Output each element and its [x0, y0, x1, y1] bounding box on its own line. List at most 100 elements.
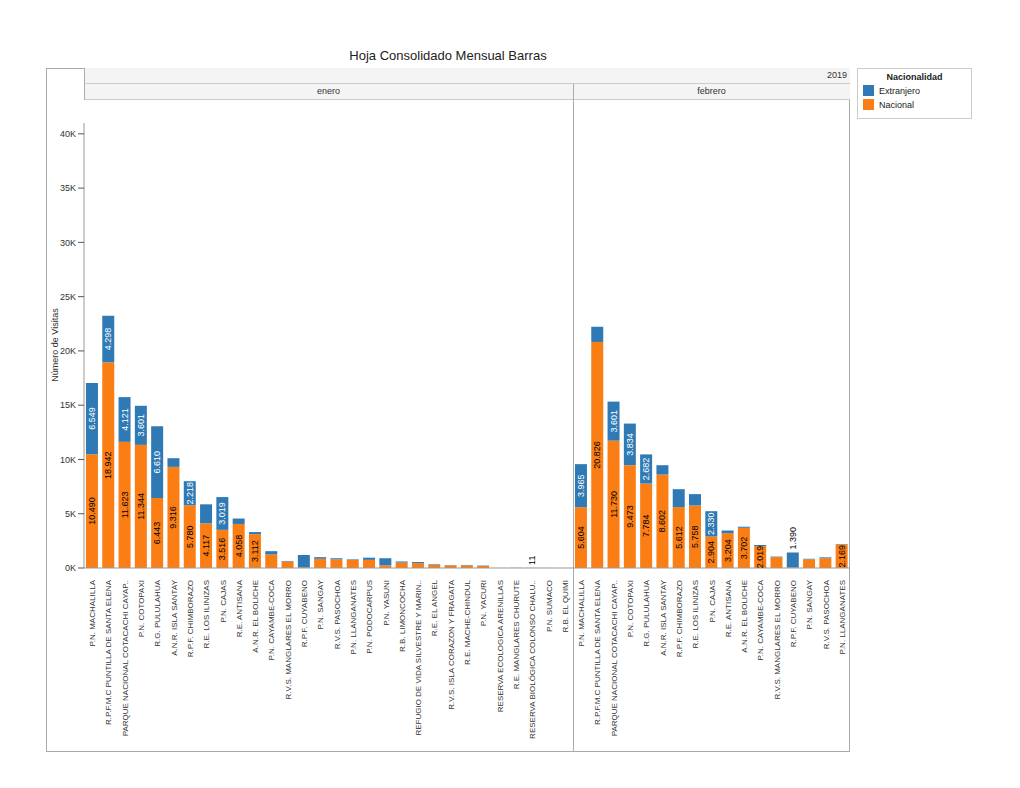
- svg-text:R.E. LOS ILINIZAS: R.E. LOS ILINIZAS: [202, 580, 211, 648]
- svg-text:4.121: 4.121: [120, 408, 130, 431]
- svg-text:R.P.F.M.C PUNTILLA DE SANTA EL: R.P.F.M.C PUNTILLA DE SANTA ELENA: [104, 579, 113, 725]
- svg-text:P.N. MACHALILLA: P.N. MACHALILLA: [88, 579, 97, 646]
- svg-text:P.N. SANGAY: P.N. SANGAY: [316, 579, 325, 629]
- svg-text:A.N.R. ISLA SANTAY: A.N.R. ISLA SANTAY: [659, 579, 668, 655]
- html-text:enero: enero: [317, 86, 340, 96]
- svg-text:P.N. MACHALILLA: P.N. MACHALILLA: [577, 579, 586, 646]
- svg-text:A.N.R. EL BOLICHE: A.N.R. EL BOLICHE: [251, 580, 260, 653]
- svg-text:P.N. CAYAMBE-COCA: P.N. CAYAMBE-COCA: [756, 579, 765, 660]
- svg-text:2.169: 2.169: [837, 545, 847, 568]
- svg-text:RESERVA BIOLÓGICA COLONSO CHAL: RESERVA BIOLÓGICA COLONSO CHALU..: [528, 580, 537, 739]
- svg-text:P.N. COTOPAXI: P.N. COTOPAXI: [626, 580, 635, 637]
- html-text:Nacional: Nacional: [879, 99, 914, 110]
- svg-text:R.E. EL ANGEL: R.E. EL ANGEL: [430, 579, 439, 636]
- svg-text:2.904: 2.904: [706, 541, 716, 564]
- svg-text:REFUGIO DE VIDA SILVESTRE Y MA: REFUGIO DE VIDA SILVESTRE Y MARIN..: [414, 580, 423, 736]
- svg-text:11.344: 11.344: [136, 493, 146, 520]
- svg-text:R.G. PULULAHUA: R.G. PULULAHUA: [153, 579, 162, 646]
- svg-text:2.330: 2.330: [706, 513, 716, 536]
- svg-text:6.610: 6.610: [152, 451, 162, 474]
- svg-text:R.E. ANTISANA: R.E. ANTISANA: [724, 579, 733, 637]
- svg-text:20.826: 20.826: [592, 441, 602, 469]
- svg-text:6.443: 6.443: [152, 522, 162, 545]
- svg-text:5.780: 5.780: [185, 525, 195, 548]
- svg-text:P.N. YASUNI: P.N. YASUNI: [382, 580, 391, 626]
- svg-text:4.117: 4.117: [201, 535, 211, 557]
- svg-text:4.298: 4.298: [103, 328, 113, 351]
- svg-text:3.601: 3.601: [609, 410, 619, 433]
- svg-text:3.516: 3.516: [217, 538, 227, 561]
- svg-text:10.490: 10.490: [87, 497, 97, 525]
- html-text:2019: 2019: [827, 70, 847, 80]
- svg-text:0K: 0K: [65, 563, 76, 573]
- svg-text:35K: 35K: [60, 183, 76, 193]
- svg-text:6.549: 6.549: [87, 407, 97, 430]
- svg-text:5K: 5K: [65, 509, 76, 519]
- svg-text:P.N. COTOPAXI: P.N. COTOPAXI: [137, 580, 146, 637]
- svg-text:3.204: 3.204: [723, 539, 733, 562]
- svg-text:R.P.F. CHIMBORAZO: R.P.F. CHIMBORAZO: [186, 580, 195, 657]
- svg-text:R.V.S. MANGLARES EL MORRO: R.V.S. MANGLARES EL MORRO: [773, 580, 782, 699]
- svg-text:R.V.S. PASOCHOA: R.V.S. PASOCHOA: [822, 579, 831, 649]
- svg-text:R.E. MANGLARES CHURUTE: R.E. MANGLARES CHURUTE: [512, 580, 521, 689]
- svg-text:A.N.R. ISLA SANTAY: A.N.R. ISLA SANTAY: [170, 579, 179, 655]
- svg-text:2.019: 2.019: [755, 546, 765, 569]
- svg-text:7.784: 7.784: [641, 514, 651, 537]
- svg-text:25K: 25K: [60, 292, 76, 302]
- svg-text:5.612: 5.612: [674, 526, 684, 549]
- svg-text:P.N. PODOCARPUS: P.N. PODOCARPUS: [365, 580, 374, 654]
- svg-text:1.390: 1.390: [788, 527, 798, 550]
- svg-text:9.473: 9.473: [625, 505, 635, 528]
- svg-text:R.P.F. CUYABENO: R.P.F. CUYABENO: [789, 580, 798, 647]
- svg-text:P.N. CAJAS: P.N. CAJAS: [708, 580, 717, 623]
- svg-text:R.G. PULULAHUA: R.G. PULULAHUA: [642, 579, 651, 646]
- svg-text:P.N. SANGAY: P.N. SANGAY: [805, 579, 814, 629]
- svg-text:2.218: 2.218: [185, 482, 195, 505]
- svg-text:5.758: 5.758: [690, 525, 700, 548]
- svg-text:30K: 30K: [60, 238, 76, 248]
- svg-text:PARQUE NACIONAL COTACACHI CAYA: PARQUE NACIONAL COTACACHI CAYAP..: [121, 580, 130, 736]
- svg-text:3.834: 3.834: [625, 433, 635, 456]
- svg-text:11.623: 11.623: [120, 491, 130, 518]
- svg-text:P.N. CAJAS: P.N. CAJAS: [219, 580, 228, 623]
- svg-text:Número de Visitas: Número de Visitas: [50, 308, 60, 382]
- html-text:Hoja Consolidado Mensual Barra: Hoja Consolidado Mensual Barras: [349, 48, 547, 63]
- svg-text:3.019: 3.019: [217, 502, 227, 525]
- svg-text:P.N. CAYAMBE-COCA: P.N. CAYAMBE-COCA: [267, 579, 276, 660]
- svg-text:PARQUE NACIONAL COTACACHI CAYA: PARQUE NACIONAL COTACACHI CAYAP..: [610, 580, 619, 736]
- svg-text:R.E. LOS ILINIZAS: R.E. LOS ILINIZAS: [691, 580, 700, 648]
- svg-text:3.965: 3.965: [576, 474, 586, 497]
- svg-text:11.730: 11.730: [609, 491, 619, 518]
- svg-text:40K: 40K: [60, 129, 76, 139]
- svg-text:3.112: 3.112: [250, 540, 260, 562]
- svg-text:R.P.F.M.C PUNTILLA DE SANTA EL: R.P.F.M.C PUNTILLA DE SANTA ELENA: [593, 579, 602, 725]
- svg-text:P.N. SUMACO: P.N. SUMACO: [545, 580, 554, 632]
- svg-text:5.604: 5.604: [576, 526, 586, 549]
- svg-text:R.P.F. CUYABENO: R.P.F. CUYABENO: [300, 580, 309, 647]
- svg-text:R.P.F. CHIMBORAZO: R.P.F. CHIMBORAZO: [675, 580, 684, 657]
- svg-text:8.602: 8.602: [657, 510, 667, 533]
- svg-text:11: 11: [527, 556, 537, 565]
- svg-text:3.702: 3.702: [739, 537, 749, 560]
- svg-text:20K: 20K: [60, 346, 76, 356]
- svg-text:3.601: 3.601: [136, 414, 146, 437]
- svg-text:R.V.S. ISLA CORAZON Y FRAGATA: R.V.S. ISLA CORAZON Y FRAGATA: [447, 579, 456, 709]
- svg-text:P.N. LLANGANATES: P.N. LLANGANATES: [349, 580, 358, 654]
- svg-text:R.B. EL QUIMI: R.B. EL QUIMI: [561, 580, 570, 633]
- svg-text:R.V.S. MANGLARES EL MORRO: R.V.S. MANGLARES EL MORRO: [284, 580, 293, 699]
- svg-text:P.N. LLANGANATES: P.N. LLANGANATES: [838, 580, 847, 654]
- svg-text:R.E. ANTISANA: R.E. ANTISANA: [235, 579, 244, 637]
- svg-text:18.942: 18.942: [103, 451, 113, 479]
- svg-text:4.058: 4.058: [234, 535, 244, 558]
- svg-text:RESERVA ECOLOGICA ARENILLAS: RESERVA ECOLOGICA ARENILLAS: [496, 580, 505, 712]
- svg-text:P.N. YACURI: P.N. YACURI: [479, 580, 488, 626]
- svg-text:10K: 10K: [60, 455, 76, 465]
- html-text:Extranjero: Extranjero: [879, 85, 920, 96]
- svg-text:A.N.R. EL BOLICHE: A.N.R. EL BOLICHE: [740, 580, 749, 653]
- svg-text:R.B. LIMONCOCHA: R.B. LIMONCOCHA: [398, 579, 407, 652]
- svg-text:2.682: 2.682: [641, 458, 651, 481]
- svg-text:R.V.S. PASOCHOA: R.V.S. PASOCHOA: [333, 579, 342, 649]
- svg-text:R.E. MACHE-CHINDUL: R.E. MACHE-CHINDUL: [463, 579, 472, 664]
- svg-text:15K: 15K: [60, 400, 76, 410]
- svg-text:9.316: 9.316: [168, 506, 178, 529]
